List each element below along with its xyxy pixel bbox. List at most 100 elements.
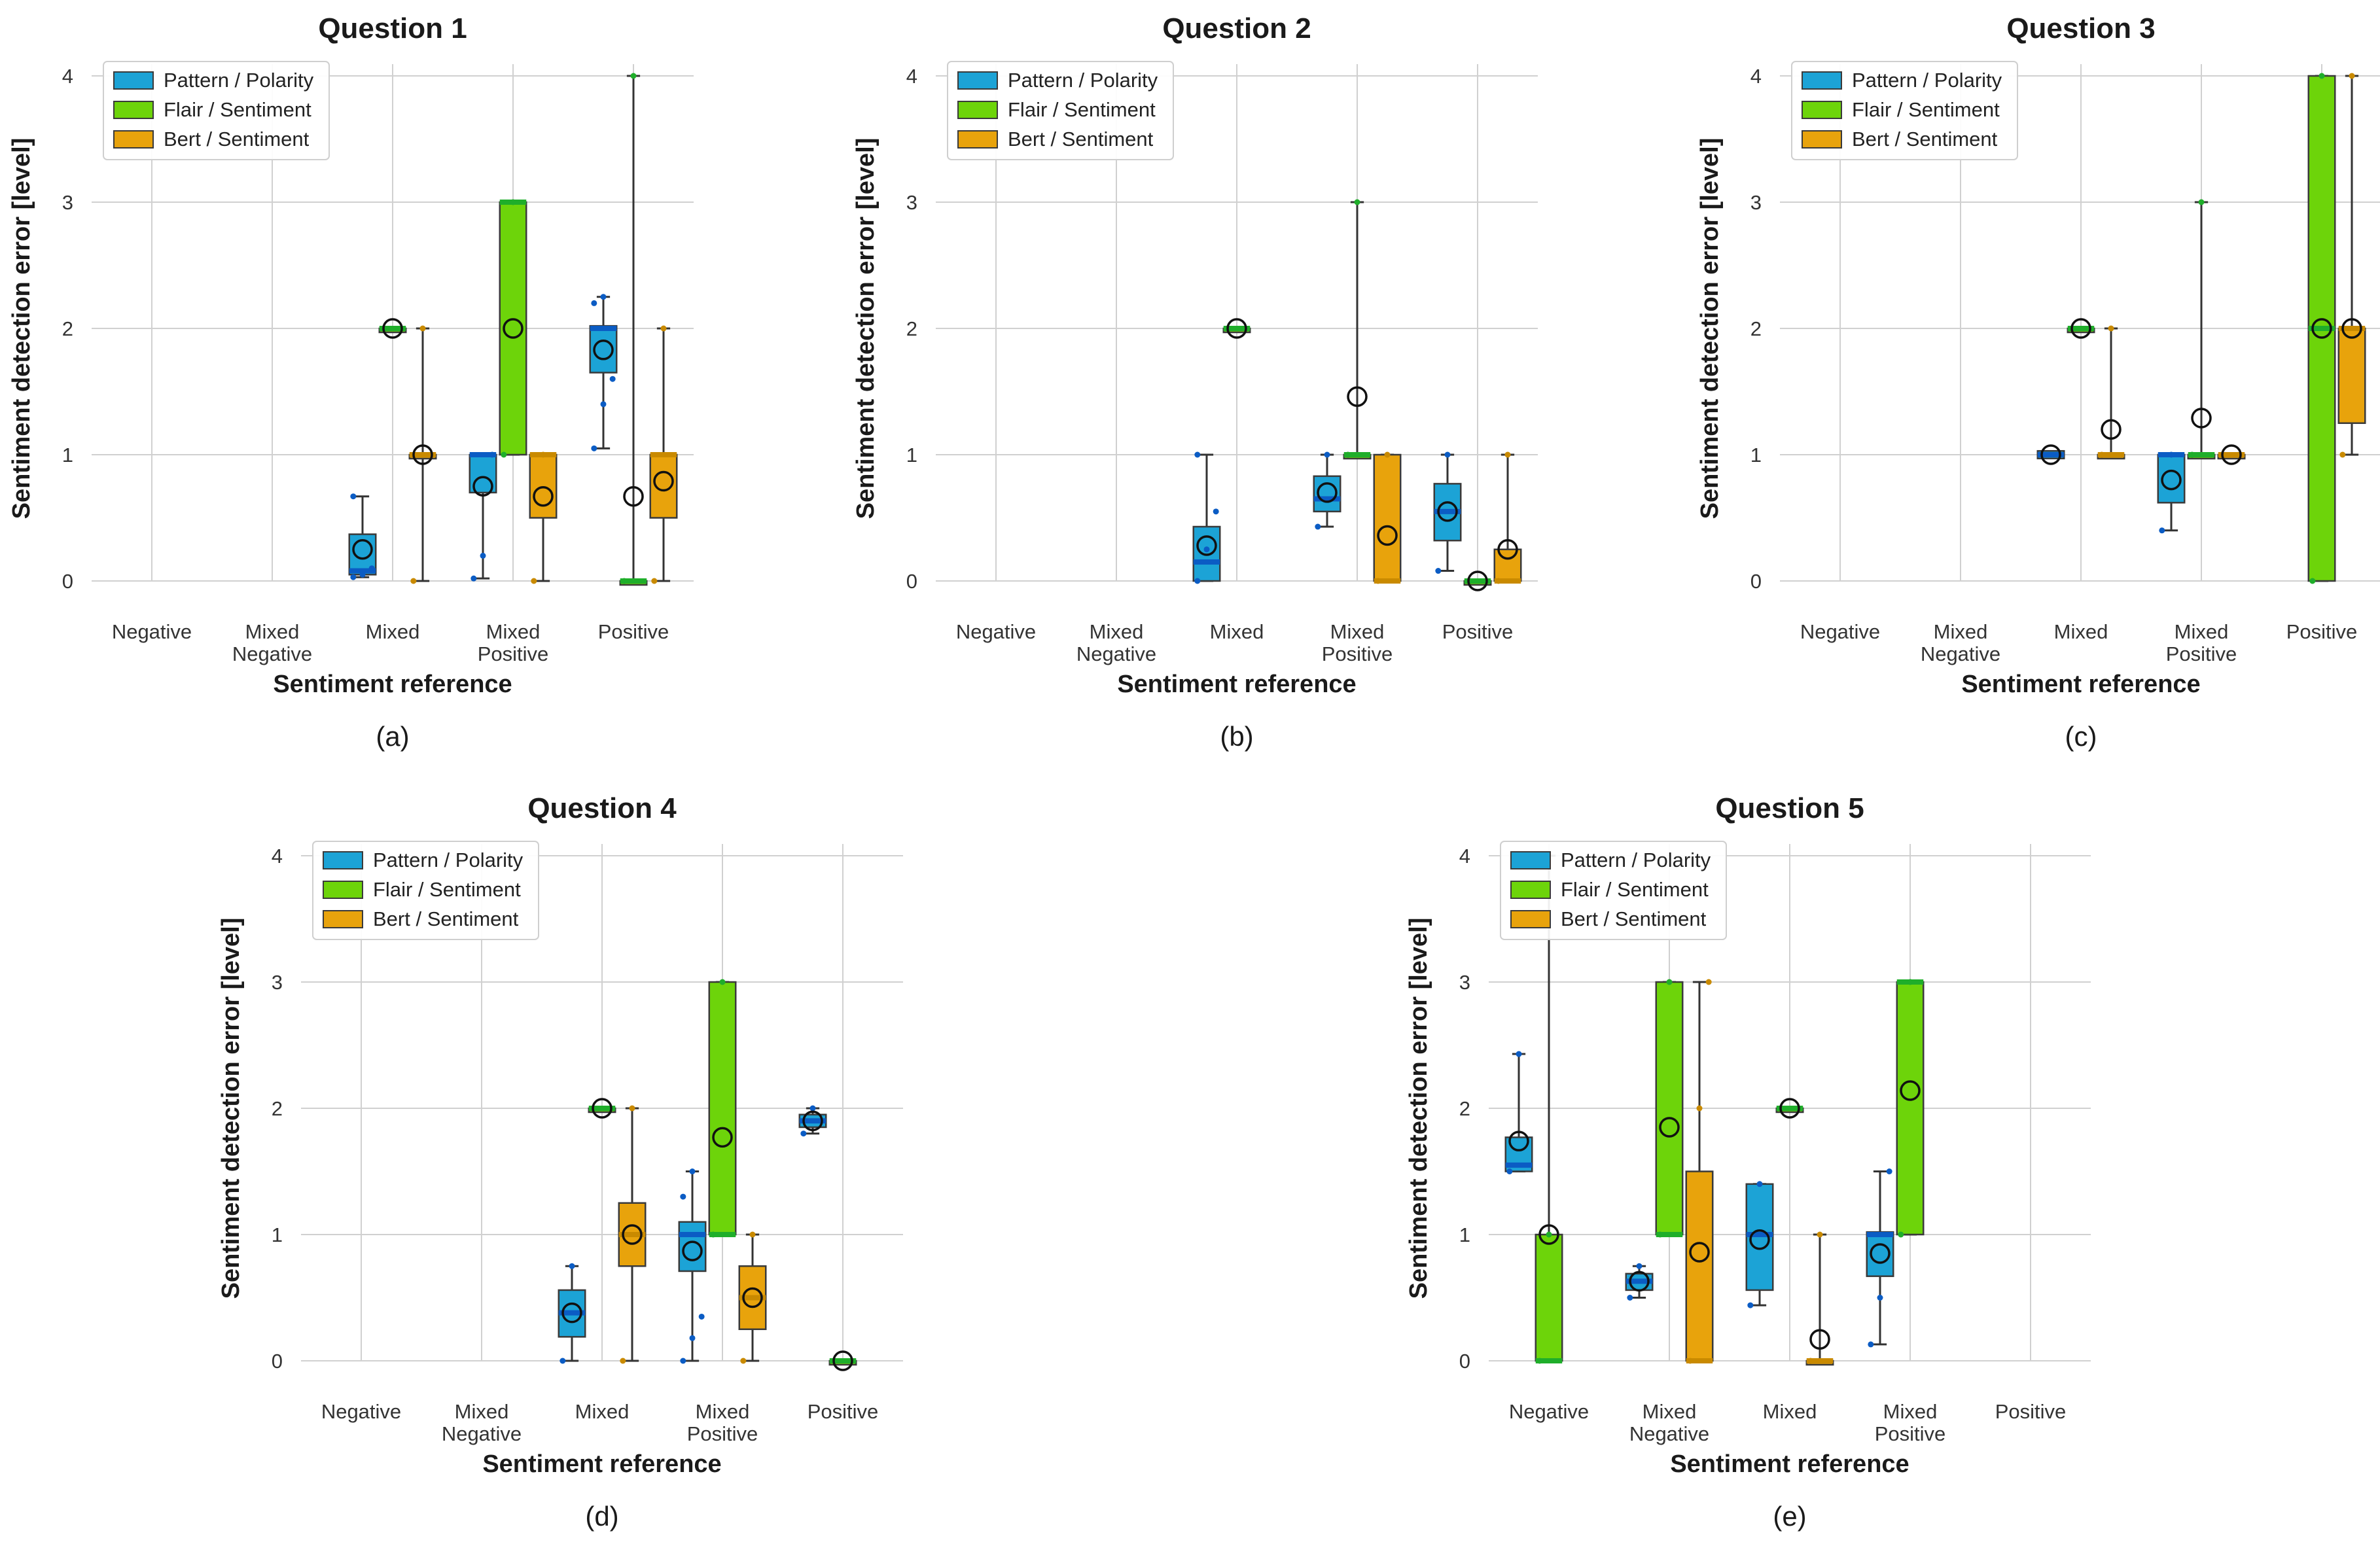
box-body <box>1896 981 1925 1236</box>
data-point <box>710 1231 717 1238</box>
y-tick-label: 0 <box>1459 1350 1470 1373</box>
y-tick-label: 3 <box>272 971 283 994</box>
box-0-3 <box>2157 451 2186 534</box>
data-point <box>559 1358 566 1364</box>
legend-frame <box>947 61 1174 160</box>
data-point <box>698 1313 705 1320</box>
box-body <box>2337 327 2366 424</box>
box-body <box>708 981 737 1236</box>
legend: Pattern / Polarity Flair / Sentiment Bert … <box>103 61 330 160</box>
mean-marker <box>2341 318 2362 339</box>
y-tick-label: 3 <box>1459 971 1470 994</box>
legend: Pattern / Polarity Flair / Sentiment Bert … <box>312 841 539 940</box>
y-tick-label: 4 <box>1750 65 1762 88</box>
x-tick-label: Mixed <box>696 1400 750 1423</box>
mean-marker <box>1870 1243 1891 1264</box>
box-2-2 <box>618 1105 647 1364</box>
mean-marker <box>622 1224 643 1245</box>
mean-marker <box>412 444 433 465</box>
x-tick-label: Mixed <box>455 1400 509 1423</box>
y-tick-label: 0 <box>62 570 73 593</box>
mean-marker <box>2221 444 2242 465</box>
data-point <box>480 552 486 559</box>
y-axis-label: Sentiment detection error [level] <box>8 138 35 519</box>
legend-frame <box>1500 841 1727 940</box>
data-point <box>2159 527 2165 534</box>
mean-marker <box>1508 1131 1529 1151</box>
mean-marker <box>802 1110 823 1132</box>
legend-frame <box>1791 61 2018 160</box>
mean-marker <box>682 1240 703 1261</box>
legend-swatch <box>957 130 998 149</box>
legend-label: Bert / Sentiment <box>1852 128 1998 150</box>
box-1-3 <box>1343 199 1372 460</box>
box-2-4 <box>2337 73 2366 458</box>
box-body <box>1655 981 1684 1236</box>
mean-marker <box>2101 419 2122 440</box>
x-tick-label: Positive <box>2286 620 2358 643</box>
legend-label: Bert / Sentiment <box>1008 128 1154 150</box>
box-1-4 <box>2307 73 2336 584</box>
mean-marker <box>2311 318 2332 339</box>
box-1-3 <box>1896 979 1925 1238</box>
box-body <box>1373 453 1402 582</box>
subfigure-caption: (d) <box>585 1501 618 1532</box>
box-1-1 <box>1655 979 1684 1238</box>
data-point <box>1194 578 1201 584</box>
box-0-2 <box>1745 1181 1774 1308</box>
data-point <box>2168 451 2175 458</box>
data-point <box>1375 578 1381 584</box>
data-point <box>1536 1358 1543 1364</box>
y-tick-label: 2 <box>62 317 73 340</box>
mean-marker <box>472 476 493 497</box>
legend-swatch <box>113 130 154 149</box>
chart-title: Question 3 <box>2006 12 2155 44</box>
legend-swatch <box>1802 130 1842 149</box>
legend-swatch <box>323 851 363 869</box>
box-0-4 <box>798 1105 827 1137</box>
mean-marker <box>533 485 554 507</box>
x-tick-label: Positive <box>687 1422 758 1445</box>
data-point <box>1636 1263 1643 1269</box>
data-point <box>2108 325 2114 332</box>
chart-title: Question 4 <box>527 792 677 824</box>
box-body <box>649 453 678 519</box>
box-2-2 <box>408 325 437 584</box>
legend-swatch <box>1510 910 1551 928</box>
box-2-1 <box>1685 979 1714 1364</box>
data-point <box>368 565 375 572</box>
x-tick-label: Negative <box>1509 1400 1589 1423</box>
data-point <box>1315 523 1321 530</box>
data-point <box>2189 451 2195 458</box>
data-point <box>1203 546 1210 553</box>
legend-label: Flair / Sentiment <box>1852 98 2000 121</box>
y-tick-label: 4 <box>272 845 283 868</box>
legend-label: Pattern / Polarity <box>164 69 314 92</box>
data-point <box>489 451 495 458</box>
data-point <box>1444 451 1451 458</box>
data-point <box>1324 451 1330 458</box>
box-1-3 <box>499 199 527 458</box>
y-tick-label: 1 <box>906 444 917 466</box>
mean-marker <box>832 1350 853 1371</box>
x-tick-label: Negative <box>442 1422 522 1445</box>
data-point <box>1435 568 1442 574</box>
data-point <box>1516 1051 1522 1057</box>
box-1-2 <box>588 1098 616 1119</box>
data-point <box>1907 979 1913 985</box>
x-axis-label: Sentiment reference <box>273 671 512 698</box>
legend-swatch <box>1510 881 1551 899</box>
box-0-4 <box>589 294 618 451</box>
box-body <box>1685 1170 1714 1362</box>
data-point <box>680 1193 686 1200</box>
mean-marker <box>742 1287 763 1308</box>
data-point <box>410 578 417 584</box>
mean-marker <box>1900 1080 1921 1101</box>
mean-marker <box>1377 525 1398 546</box>
data-point <box>1627 1295 1633 1301</box>
data-point <box>1898 1231 1904 1238</box>
data-point <box>2339 451 2346 458</box>
mean-marker <box>1749 1229 1770 1250</box>
